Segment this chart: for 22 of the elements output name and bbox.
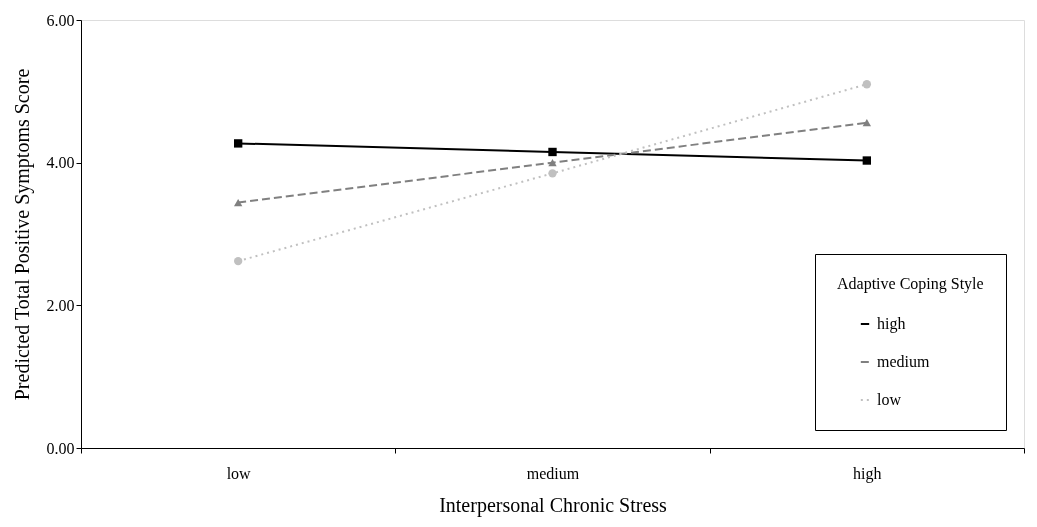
x-axis-title: Interpersonal Chronic Stress xyxy=(439,493,668,517)
point xyxy=(233,198,243,207)
x-tick-label: low xyxy=(226,464,252,482)
point xyxy=(862,119,872,127)
legend-label: medium xyxy=(877,353,930,370)
legend-label: low xyxy=(877,391,902,408)
y-axis-title: Predicted Total Positive Symptoms Score xyxy=(10,68,34,401)
point xyxy=(862,156,872,165)
y-tick-label: 2.00 xyxy=(46,296,75,314)
point xyxy=(862,80,872,89)
point xyxy=(233,256,243,266)
y-tick-label: 0.00 xyxy=(46,439,75,457)
x-tick-label: medium xyxy=(526,464,580,482)
y-tick-label: 4.00 xyxy=(46,154,75,172)
point xyxy=(233,139,243,148)
legend-title: Adaptive Coping Style xyxy=(837,275,984,293)
point xyxy=(548,169,557,178)
point xyxy=(548,159,557,167)
x-tick-label: high xyxy=(853,464,882,483)
y-tick-label: 6.00 xyxy=(46,11,75,29)
legend-label: high xyxy=(877,315,906,333)
point xyxy=(548,147,557,157)
